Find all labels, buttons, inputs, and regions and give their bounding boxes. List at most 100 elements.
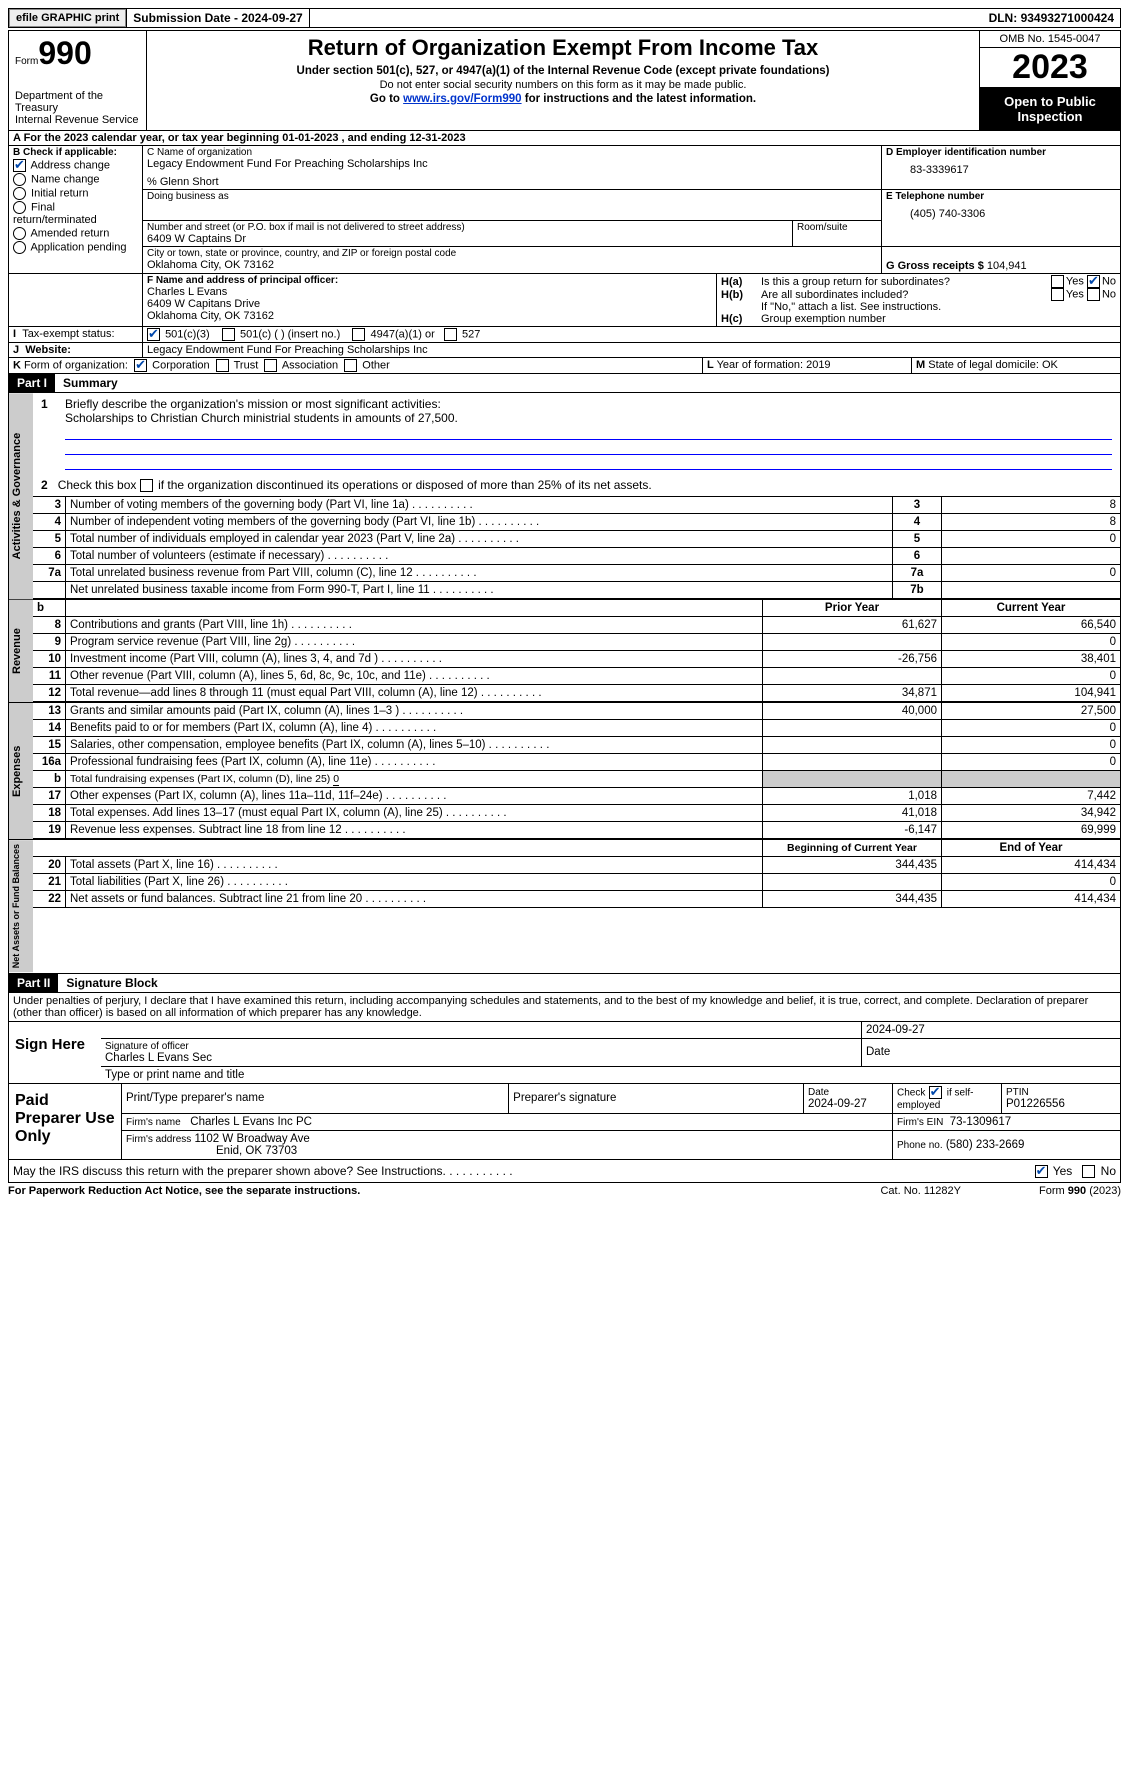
form-number: 990 [38,35,91,71]
part-i-header: Part ISummary [8,374,1121,393]
hb-note: If "No," attach a list. See instructions… [721,301,1116,313]
paid-preparer-label: Paid Preparer Use Only [9,1084,121,1159]
addr-label: Number and street (or P.O. box if mail i… [147,222,788,233]
expenses-table: 13 Grants and similar amounts paid (Part… [33,703,1120,839]
telephone: (405) 740-3306 [886,202,1116,220]
dba-label: Doing business as [147,191,877,202]
hc-text: Group exemption number [761,313,886,325]
mission-text: Scholarships to Christian Church ministr… [65,411,1112,425]
firm-addr2: Enid, OK 73703 [126,1145,297,1157]
corp-checkbox[interactable] [134,359,147,372]
form-title: Return of Organization Exempt From Incom… [153,35,973,61]
discuss-yes-checkbox[interactable] [1035,1165,1048,1178]
firm-phone: (580) 233-2669 [946,1139,1025,1151]
tax-year: 2023 [980,48,1120,88]
irs-link[interactable]: www.irs.gov/Form990 [403,93,521,105]
mission-line [65,425,1112,440]
assoc-checkbox[interactable] [264,359,277,372]
ein-value: 83-3339617 [886,158,1116,176]
hb-no-checkbox[interactable] [1087,288,1100,301]
other-checkbox[interactable] [344,359,357,372]
d-label: D Employer identification number [886,147,1116,158]
summary-table: Activities & Governance 1 Briefly descri… [8,393,1121,600]
b-check-2[interactable] [13,187,26,200]
ha-no-checkbox[interactable] [1087,275,1100,288]
e-label: E Telephone number [886,191,1116,202]
goto-pre: Go to [370,93,403,105]
dln-label: DLN: [989,11,1021,25]
firm-name: Charles L Evans Inc PC [190,1116,312,1128]
officer-city: Oklahoma City, OK 73162 [147,310,712,322]
f-label: F Name and address of principal officer: [147,275,712,286]
f-h-block: F Name and address of principal officer:… [8,274,1121,327]
b-check-0[interactable] [13,159,26,172]
officer-addr: 6409 W Capitans Drive [147,298,712,310]
prep-date: 2024-09-27 [808,1098,867,1110]
501c-checkbox[interactable] [222,328,235,341]
ha-label: H(a) [721,276,761,288]
527-checkbox[interactable] [444,328,457,341]
omb-number: 1545-0047 [1048,33,1101,45]
hb-yes-checkbox[interactable] [1051,288,1064,301]
care-of: % Glenn Short [147,176,877,188]
line-klm: K Form of organization: Corporation Trus… [8,358,1121,374]
section-expenses: Expenses [9,703,33,839]
section-governance: Activities & Governance [9,393,33,599]
b-check-1[interactable] [13,173,26,186]
g-label: G Gross receipts $ [886,260,984,272]
mission-label: Briefly describe the organization's miss… [65,397,1112,411]
hb-text: Are all subordinates included? [761,289,1051,301]
city-state-zip: Oklahoma City, OK 73162 [147,259,877,271]
section-b-title: B Check if applicable: [13,147,138,158]
b-check-5[interactable] [13,241,26,254]
goto-post: for instructions and the latest informat… [522,93,757,105]
discuss-no-checkbox[interactable] [1082,1165,1095,1178]
hc-label: H(c) [721,313,761,325]
street-address: 6409 W Captains Dr [147,233,788,245]
dln-value: 93493271000424 [1021,11,1114,25]
revenue-table: b Prior Year Current Year 8 Contribution… [33,600,1120,702]
efile-print-button[interactable]: efile GRAPHIC print [9,9,126,27]
section-revenue: Revenue [9,600,33,702]
501c3-checkbox[interactable] [147,328,160,341]
paid-preparer-block: Paid Preparer Use Only Print/Type prepar… [8,1084,1121,1160]
omb-label: OMB No. [1000,33,1048,45]
4947-checkbox[interactable] [352,328,365,341]
ha-yes-checkbox[interactable] [1051,275,1064,288]
officer-name: Charles L Evans [147,286,712,298]
self-employed-checkbox[interactable] [929,1086,942,1099]
subtitle-2: Do not enter social security numbers on … [153,79,973,91]
b-check-4[interactable] [13,227,26,240]
form-header: Form990 Department of the Treasury Inter… [8,30,1121,131]
firm-addr1: 1102 W Broadway Ave [194,1133,309,1145]
identity-block: B Check if applicable: Address change Na… [8,146,1121,274]
page-footer: For Paperwork Reduction Act Notice, see … [8,1183,1121,1197]
line-j: J Website: Legacy Endowment Fund For Pre… [8,343,1121,358]
trust-checkbox[interactable] [216,359,229,372]
gross-receipts: 104,941 [987,260,1027,272]
ptin-value: P01226556 [1006,1098,1065,1110]
subtitle-1: Under section 501(c), 527, or 4947(a)(1)… [153,65,973,77]
part-ii-header: Part IISignature Block [8,974,1121,993]
city-label: City or town, state or province, country… [147,248,877,259]
c-name-label: C Name of organization [147,147,877,158]
sign-date: 2024-09-27 [862,1022,1121,1039]
discuss-row: May the IRS discuss this return with the… [8,1160,1121,1183]
b-check-3[interactable] [13,201,26,214]
website-value: Legacy Endowment Fund For Preaching Scho… [143,343,1121,358]
submission-label: Submission Date - [133,11,241,25]
line-i: I Tax-exempt status: 501(c)(3) 501(c) ( … [8,327,1121,343]
line-a: A For the 2023 calendar year, or tax yea… [8,131,1121,146]
net-assets-table: Beginning of Current Year End of Year 20… [33,840,1120,908]
submission-date: 2024-09-27 [241,11,302,25]
ha-text: Is this a group return for subordinates? [761,276,1051,288]
room-label: Room/suite [797,222,877,233]
top-bar: efile GRAPHIC print Submission Date - 20… [8,8,1121,28]
sign-here-label: Sign Here [9,1022,101,1083]
governance-table: 3 Number of voting members of the govern… [33,496,1120,599]
form-word: Form [15,56,38,67]
discontinued-checkbox[interactable] [140,479,153,492]
org-name: Legacy Endowment Fund For Preaching Scho… [147,158,877,170]
firm-ein: 73-1309617 [950,1116,1011,1128]
perjury-declaration: Under penalties of perjury, I declare th… [8,993,1121,1022]
